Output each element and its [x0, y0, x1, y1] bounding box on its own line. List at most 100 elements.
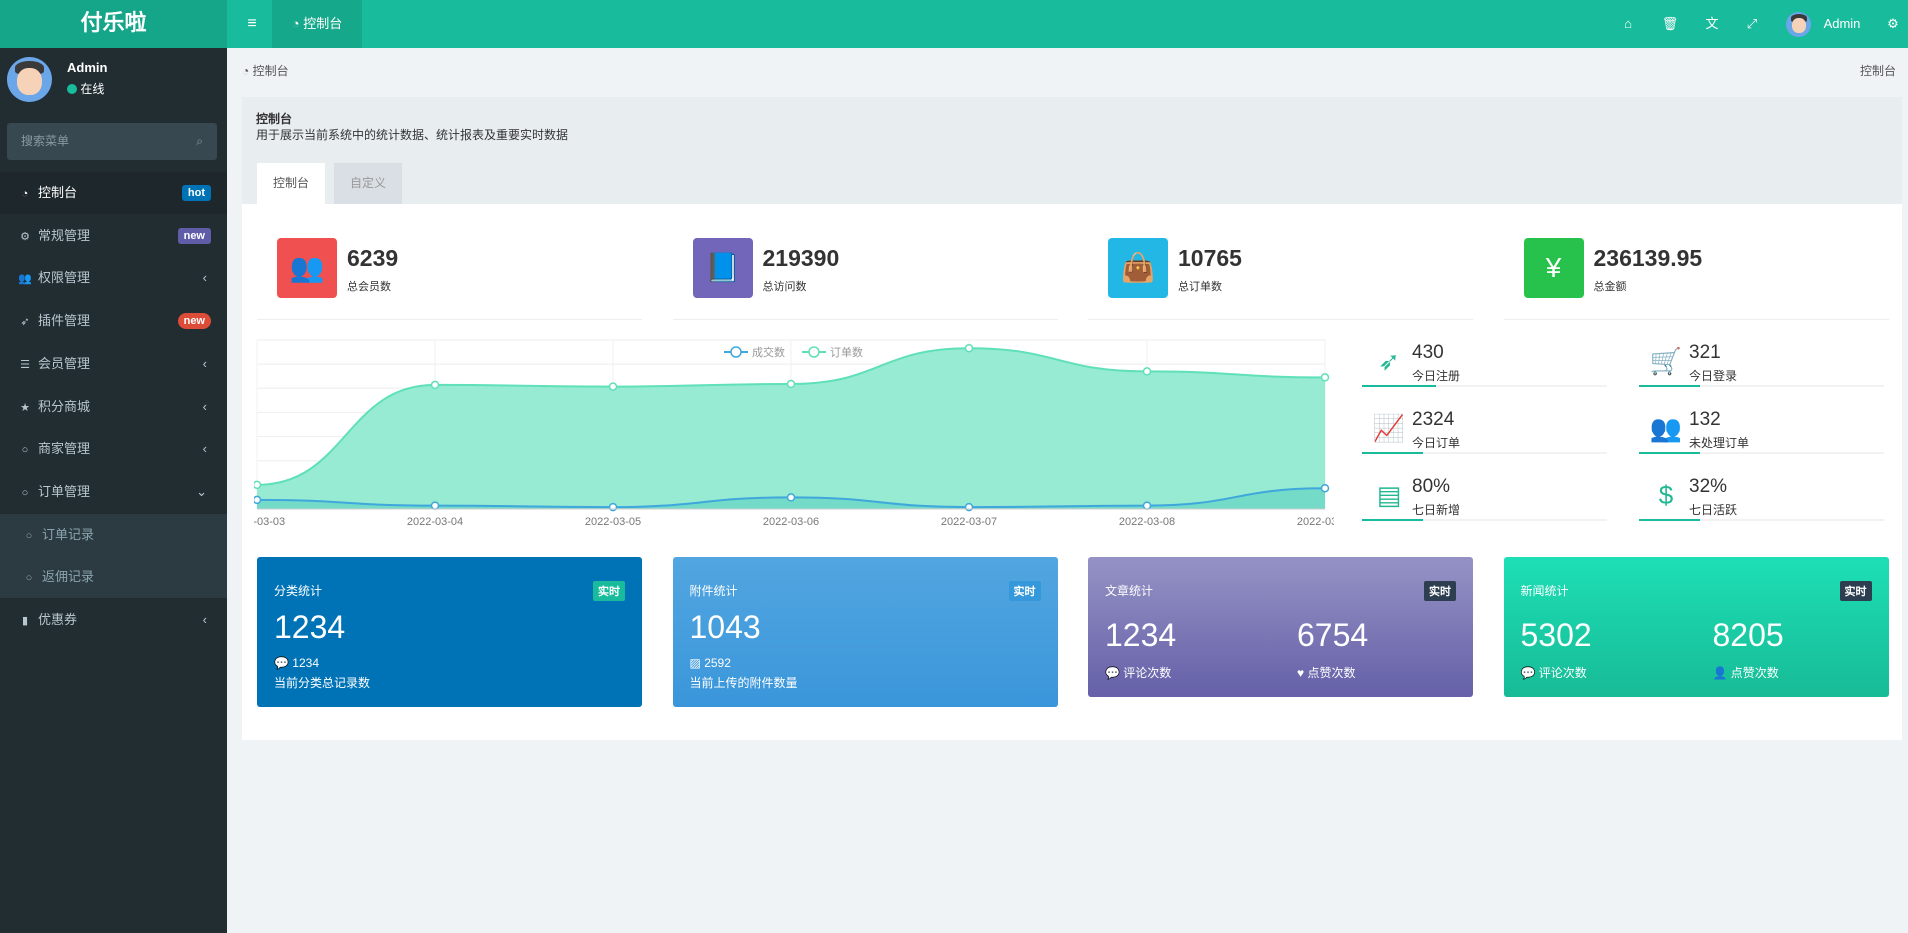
chevron-left-icon: ‹ [202, 612, 207, 627]
stat-card: 📘 219390 总访问数 [672, 225, 1058, 320]
x-tick-label: 2022-03-03 [254, 516, 285, 528]
bookmark-icon: ▮ [21, 615, 29, 627]
header-user-name[interactable]: Admin [1823, 16, 1861, 31]
menu-search-input[interactable]: 搜索菜单 ⌕ [7, 123, 217, 160]
today-stat: 📈 2324 今日订单 [1362, 407, 1607, 467]
sidebar-item[interactable]: ⚙ 常规管理 new [0, 215, 227, 257]
x-tick-label: 2022-03-05 [585, 516, 641, 528]
header-avatar[interactable] [1786, 12, 1811, 37]
rocket-icon: ➶ [1378, 346, 1400, 376]
series-area [257, 348, 1325, 509]
file-icon: ▨ [689, 656, 701, 670]
sidebar-item[interactable]: ○ 返佣记录 [0, 556, 227, 599]
data-point [1320, 483, 1330, 493]
data-point [964, 502, 974, 512]
home-icon[interactable]: ⌂ [1624, 16, 1632, 31]
realtime-badge: 实时 [593, 581, 625, 601]
app-logo[interactable]: 付乐啦 [0, 0, 227, 48]
circle-icon: ○ [21, 444, 29, 457]
today-stat: $32% 七日活跃 [1639, 474, 1884, 534]
cart-icon: 🛒 [1649, 346, 1683, 376]
user-icon: 👤 [1712, 666, 1728, 680]
x-tick-label: 2022-03-07 [941, 516, 997, 528]
data-point [430, 501, 440, 510]
rocket-icon: ➶ [20, 316, 30, 329]
trash-icon[interactable]: 🗑 [1661, 16, 1679, 31]
yen-icon: ¥ [1523, 238, 1584, 298]
sidebar-avatar [7, 57, 52, 102]
chevron-left-icon: ‹ [202, 355, 207, 371]
data-point [254, 480, 262, 490]
comment-icon: 💬 [1105, 666, 1120, 680]
panel-title: 控制台 [256, 112, 293, 126]
progress-bar [1639, 519, 1884, 521]
today-stat: ▤ 80% 七日新增 [1362, 474, 1607, 534]
legend-label: 订单数 [830, 346, 863, 359]
search-icon[interactable]: ⌕ [196, 134, 203, 148]
progress-bar [1362, 385, 1607, 387]
sidebar-item[interactable]: ☰ 会员管理 ‹ [0, 343, 227, 385]
x-tick-label: 2022-03-04 [407, 516, 463, 528]
chevron-left-icon: ‹ [202, 441, 207, 457]
legend-marker [730, 346, 742, 358]
summary-card: 分类统计 实时 1234 💬 1234 当前分类总记录数 [257, 557, 642, 707]
sidebar-item[interactable]: ▮ 优惠券 ‹ [0, 599, 227, 641]
today-stat: 🛒 321 今日登录 [1639, 340, 1884, 400]
tab-dashboard[interactable]: 控制台 [257, 163, 326, 204]
today-stat: 👥 132 未处理订单 [1639, 407, 1884, 467]
progress-bar [1639, 385, 1884, 387]
users-icon: 👥 [277, 238, 337, 298]
data-point [964, 343, 974, 353]
dashboard-icon: ◔ [242, 64, 253, 78]
data-point [1320, 373, 1330, 382]
chevron-down-icon: ⌄ [196, 483, 207, 499]
sidebar-item[interactable]: ➶ 插件管理 new [0, 300, 227, 342]
cogs-icon: ⚙ [20, 230, 30, 243]
user-status: 在线 [67, 80, 104, 97]
menu-toggle-icon[interactable]: ≡ [247, 15, 257, 32]
nav-tab-dashboard[interactable]: ◔ 控制台 [272, 0, 362, 48]
tab-custom[interactable]: 自定义 [334, 163, 403, 204]
x-tick-label: 2022-03-06 [763, 516, 819, 528]
x-tick-label: 2022-03-09 [1297, 516, 1334, 528]
menu-badge: new [177, 227, 211, 244]
summary-card: 附件统计 实时 1043 ▨ 2592 当前上传的附件数量 [672, 557, 1058, 707]
data-point [786, 379, 796, 389]
circle-icon: ○ [21, 486, 29, 499]
sidebar-item[interactable]: ★ 积分商城 ‹ [0, 386, 227, 428]
sidebar-item[interactable]: ◔ 控制台 hot [0, 172, 227, 214]
cogs-icon[interactable]: ⚙ [1887, 16, 1899, 31]
data-point [430, 380, 440, 390]
dollar-icon: $ [1658, 480, 1674, 510]
sidebar-item[interactable]: ○ 订单记录 [0, 513, 227, 556]
realtime-badge: 实时 [1424, 581, 1456, 601]
sidebar: Admin 在线 搜索菜单 ⌕ ◔ 控制台 hot ⚙ 常规管理 new 👥 权限管理 ‹ ➶ 插件管… [0, 48, 227, 933]
progress-bar [1639, 452, 1884, 454]
menu-badge: new [177, 313, 211, 330]
book-icon: 📘 [692, 238, 753, 298]
legend-marker [808, 346, 820, 358]
list-alt-icon: ▤ [1376, 480, 1402, 510]
stat-card: 👜 10765 总订单数 [1088, 225, 1473, 320]
summary-card: 新闻统计 实时 5302 💬 评论次数 8205 👤 点赞次数 [1503, 557, 1889, 697]
panel-header: 控制台 用于展示当前系统中的统计数据、统计报表及重要实时数据 控制台 自定义 [242, 97, 1902, 204]
translate-icon[interactable]: 文 [1705, 16, 1719, 31]
x-tick-label: 2022-03-08 [1119, 516, 1175, 528]
sidebar-item[interactable]: 👥 权限管理 ‹ [0, 257, 227, 299]
dashboard-icon: ◔ [21, 188, 29, 200]
stat-card: ¥236139.95 总金额 [1503, 225, 1889, 320]
fullscreen-icon[interactable]: ⤢ [1746, 16, 1758, 31]
sidebar-item[interactable]: ○ 商家管理 ‹ [0, 428, 227, 470]
circle-icon: ○ [25, 572, 33, 585]
comment-icon: 💬 [274, 656, 289, 670]
sidebar-user-name: Admin [67, 60, 108, 75]
comment-icon: 💬 [1520, 666, 1536, 680]
breadcrumb: ◔ 控制台 [242, 64, 289, 78]
shopping-bag-icon: 👜 [1108, 238, 1168, 298]
chevron-left-icon: ‹ [202, 398, 207, 414]
summary-card: 文章统计 实时 1234 💬 评论次数 6754 ♥ 点赞次数 [1088, 557, 1473, 697]
users-icon: 👥 [18, 273, 32, 286]
data-point [608, 382, 618, 391]
online-dot-icon [67, 84, 77, 94]
sidebar-item[interactable]: ○ 订单管理 ⌄ [0, 471, 227, 513]
